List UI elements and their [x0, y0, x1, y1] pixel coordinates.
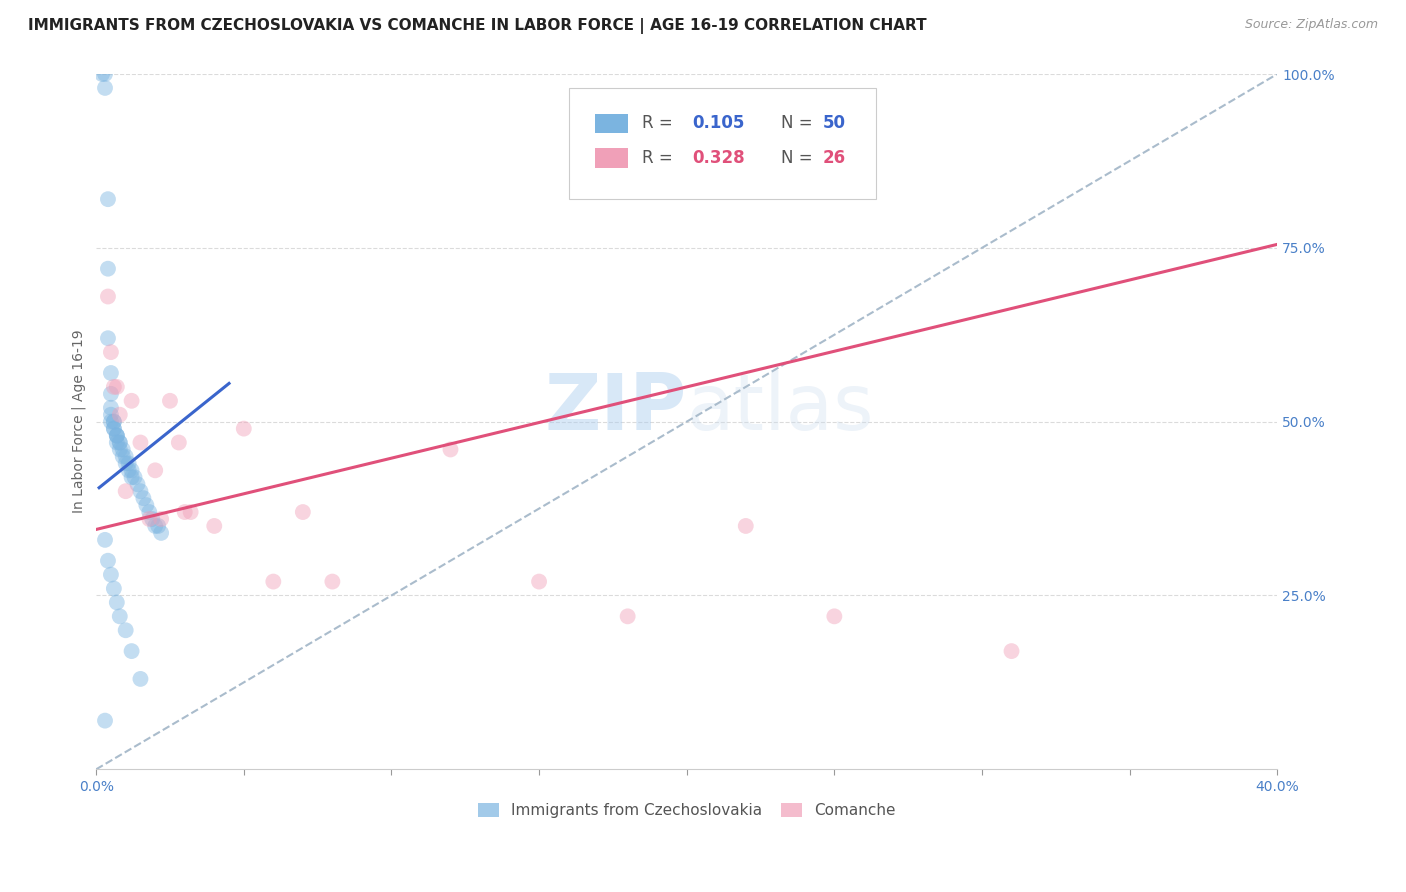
Legend: Immigrants from Czechoslovakia, Comanche: Immigrants from Czechoslovakia, Comanche: [471, 797, 901, 824]
Point: [132, 491, 155, 505]
Point: [616, 609, 638, 624]
Point: [111, 450, 134, 464]
Point: [823, 609, 845, 624]
Point: [94, 67, 117, 81]
Point: [100, 366, 122, 380]
Point: [202, 519, 225, 533]
Text: Source: ZipAtlas.com: Source: ZipAtlas.com: [1244, 18, 1378, 31]
Point: [138, 505, 160, 519]
Point: [321, 574, 343, 589]
Point: [129, 672, 152, 686]
Point: [103, 582, 125, 596]
Point: [103, 415, 125, 429]
Point: [135, 498, 157, 512]
Point: [105, 435, 128, 450]
Point: [108, 408, 131, 422]
Point: [138, 512, 160, 526]
Point: [114, 456, 136, 470]
Point: [291, 505, 314, 519]
Point: [94, 714, 117, 728]
Point: [143, 463, 166, 477]
Point: [100, 567, 122, 582]
Point: [129, 484, 152, 499]
Point: [127, 477, 149, 491]
Point: [111, 442, 134, 457]
Point: [100, 345, 122, 359]
Point: [105, 595, 128, 609]
Point: [117, 456, 139, 470]
Point: [734, 519, 756, 533]
Point: [100, 401, 122, 415]
Point: [121, 644, 143, 658]
Point: [103, 380, 125, 394]
Point: [105, 428, 128, 442]
Point: [121, 470, 143, 484]
Y-axis label: In Labor Force | Age 16-19: In Labor Force | Age 16-19: [72, 330, 86, 514]
Point: [121, 463, 143, 477]
Point: [108, 435, 131, 450]
Point: [114, 624, 136, 638]
Point: [108, 435, 131, 450]
Text: R =: R =: [641, 114, 678, 132]
Text: N =: N =: [782, 114, 818, 132]
FancyBboxPatch shape: [568, 88, 876, 199]
Point: [100, 415, 122, 429]
Point: [100, 408, 122, 422]
Point: [124, 470, 146, 484]
Text: R =: R =: [641, 149, 678, 167]
Point: [97, 331, 120, 345]
Point: [167, 435, 190, 450]
Point: [143, 519, 166, 533]
Point: [439, 442, 461, 457]
Text: 26: 26: [823, 149, 845, 167]
Point: [97, 289, 120, 303]
Bar: [595, 113, 627, 133]
Text: atlas: atlas: [686, 370, 875, 446]
Point: [527, 574, 550, 589]
Point: [94, 533, 117, 547]
Text: 50: 50: [823, 114, 845, 132]
Point: [97, 192, 120, 206]
Text: N =: N =: [782, 149, 818, 167]
Point: [121, 393, 143, 408]
Point: [1000, 644, 1022, 658]
Point: [232, 422, 254, 436]
Point: [103, 415, 125, 429]
Point: [105, 380, 128, 394]
Point: [180, 505, 202, 519]
Point: [159, 393, 181, 408]
Point: [94, 81, 117, 95]
Point: [100, 387, 122, 401]
Text: 0.328: 0.328: [693, 149, 745, 167]
Point: [114, 450, 136, 464]
Point: [141, 512, 163, 526]
Text: 0.105: 0.105: [693, 114, 745, 132]
Point: [108, 609, 131, 624]
Point: [129, 435, 152, 450]
Point: [150, 525, 173, 540]
Point: [91, 67, 114, 81]
Point: [117, 463, 139, 477]
Point: [97, 554, 120, 568]
Bar: [595, 148, 627, 168]
Point: [103, 422, 125, 436]
Point: [114, 484, 136, 499]
Point: [146, 519, 169, 533]
Point: [108, 442, 131, 457]
Text: IMMIGRANTS FROM CZECHOSLOVAKIA VS COMANCHE IN LABOR FORCE | AGE 16-19 CORRELATIO: IMMIGRANTS FROM CZECHOSLOVAKIA VS COMANC…: [28, 18, 927, 34]
Point: [97, 261, 120, 276]
Point: [105, 428, 128, 442]
Point: [173, 505, 195, 519]
Text: ZIP: ZIP: [544, 370, 686, 446]
Point: [262, 574, 284, 589]
Point: [105, 428, 128, 442]
Point: [150, 512, 173, 526]
Point: [103, 422, 125, 436]
